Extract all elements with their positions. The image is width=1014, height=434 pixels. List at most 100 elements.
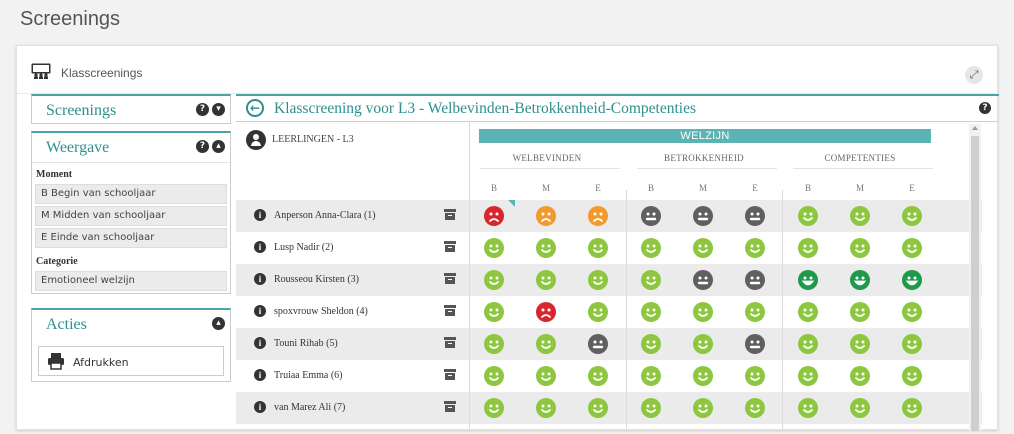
screenings-panel-header[interactable]: Screenings ? ▾ xyxy=(32,96,230,126)
categorie-option[interactable]: Emotioneel welzijn xyxy=(35,271,227,291)
happy-face-icon[interactable] xyxy=(641,398,661,418)
back-arrow-icon[interactable]: ← xyxy=(246,99,264,117)
happy-face-icon[interactable] xyxy=(588,238,608,258)
neutral-face-icon[interactable] xyxy=(745,334,765,354)
happy-face-icon[interactable] xyxy=(798,366,818,386)
happy-face-icon[interactable] xyxy=(798,238,818,258)
print-button[interactable]: Afdrukken xyxy=(38,346,224,376)
happy-face-icon[interactable] xyxy=(745,238,765,258)
happy-face-icon[interactable] xyxy=(693,398,713,418)
happy-face-icon[interactable] xyxy=(850,206,870,226)
happy-face-icon[interactable] xyxy=(693,366,713,386)
weergave-panel-header[interactable]: Weergave ? ▴ xyxy=(32,133,230,163)
moment-option-midden[interactable]: M Midden van schooljaar xyxy=(35,206,227,226)
neutral-face-icon[interactable] xyxy=(745,206,765,226)
happy-face-icon[interactable] xyxy=(484,302,504,322)
happy-face-icon[interactable] xyxy=(641,366,661,386)
happy-face-icon[interactable] xyxy=(745,398,765,418)
happy-face-icon[interactable] xyxy=(536,334,556,354)
happy-face-icon[interactable] xyxy=(588,366,608,386)
archive-icon[interactable] xyxy=(444,401,456,412)
neutral-face-icon[interactable] xyxy=(588,334,608,354)
happy-face-icon[interactable] xyxy=(536,270,556,290)
neutral-face-icon[interactable] xyxy=(693,270,713,290)
info-icon[interactable]: i xyxy=(254,209,266,221)
happy-face-icon[interactable] xyxy=(588,398,608,418)
help-icon[interactable]: ? xyxy=(979,102,991,114)
expand-icon[interactable]: ⤢ xyxy=(965,66,983,84)
chevron-up-icon[interactable]: ▴ xyxy=(212,140,225,153)
category-underline xyxy=(637,168,777,169)
happy-face-icon[interactable] xyxy=(536,398,556,418)
archive-icon[interactable] xyxy=(444,369,456,380)
happy-face-icon[interactable] xyxy=(745,302,765,322)
moment-option-begin[interactable]: B Begin van schooljaar xyxy=(35,184,227,204)
neutral-face-icon[interactable] xyxy=(693,206,713,226)
happy-face-icon[interactable] xyxy=(745,366,765,386)
happy-face-icon[interactable] xyxy=(902,238,922,258)
info-icon[interactable]: i xyxy=(254,241,266,253)
happy-face-icon[interactable] xyxy=(588,270,608,290)
info-icon[interactable]: i xyxy=(254,337,266,349)
happy-face-icon[interactable] xyxy=(693,334,713,354)
archive-icon[interactable] xyxy=(444,305,456,316)
happy-face-icon[interactable] xyxy=(902,398,922,418)
happy-face-icon[interactable] xyxy=(850,334,870,354)
happy-face-icon[interactable] xyxy=(641,270,661,290)
main-title: Klasscreening voor L3 - Welbevinden-Betr… xyxy=(274,100,697,117)
scrollbar-thumb[interactable] xyxy=(971,136,979,431)
sad-face-icon[interactable] xyxy=(588,206,608,226)
archive-icon[interactable] xyxy=(444,337,456,348)
scroll-up-arrow-icon[interactable] xyxy=(972,126,978,130)
main-header: ← Klasscreening voor L3 - Welbevinden-Be… xyxy=(236,94,999,122)
moment-option-einde[interactable]: E Einde van schooljaar xyxy=(35,228,227,248)
archive-icon[interactable] xyxy=(444,241,456,252)
chevron-up-icon[interactable]: ▴ xyxy=(212,317,225,330)
happy-face-icon[interactable] xyxy=(693,302,713,322)
info-icon[interactable]: i xyxy=(254,369,266,381)
happy-face-icon[interactable] xyxy=(902,334,922,354)
happy-face-icon[interactable] xyxy=(641,334,661,354)
happy-face-icon[interactable] xyxy=(798,302,818,322)
very-happy-face-icon[interactable] xyxy=(850,270,870,290)
happy-face-icon[interactable] xyxy=(850,366,870,386)
archive-icon[interactable] xyxy=(444,209,456,220)
info-icon[interactable]: i xyxy=(254,401,266,413)
sad-face-icon[interactable] xyxy=(536,302,556,322)
sad-face-icon[interactable] xyxy=(536,206,556,226)
acties-panel-header[interactable]: Acties ▴ xyxy=(32,310,230,340)
happy-face-icon[interactable] xyxy=(902,206,922,226)
sad-face-icon[interactable] xyxy=(484,206,504,226)
help-icon[interactable]: ? xyxy=(196,140,209,153)
happy-face-icon[interactable] xyxy=(536,238,556,258)
happy-face-icon[interactable] xyxy=(850,238,870,258)
happy-face-icon[interactable] xyxy=(641,238,661,258)
happy-face-icon[interactable] xyxy=(798,206,818,226)
neutral-face-icon[interactable] xyxy=(641,206,661,226)
happy-face-icon[interactable] xyxy=(902,366,922,386)
info-icon[interactable]: i xyxy=(254,273,266,285)
vertical-scrollbar[interactable] xyxy=(969,124,981,431)
happy-face-icon[interactable] xyxy=(850,302,870,322)
archive-icon[interactable] xyxy=(444,273,456,284)
happy-face-icon[interactable] xyxy=(641,302,661,322)
happy-face-icon[interactable] xyxy=(588,302,608,322)
happy-face-icon[interactable] xyxy=(484,270,504,290)
happy-face-icon[interactable] xyxy=(850,398,870,418)
happy-face-icon[interactable] xyxy=(536,366,556,386)
very-happy-face-icon[interactable] xyxy=(798,270,818,290)
happy-face-icon[interactable] xyxy=(484,334,504,354)
happy-face-icon[interactable] xyxy=(798,334,818,354)
happy-face-icon[interactable] xyxy=(484,366,504,386)
student-row: i Anperson Anna-Clara (1) xyxy=(236,200,982,232)
happy-face-icon[interactable] xyxy=(484,238,504,258)
neutral-face-icon[interactable] xyxy=(745,270,765,290)
happy-face-icon[interactable] xyxy=(902,302,922,322)
chevron-down-icon[interactable]: ▾ xyxy=(212,103,225,116)
happy-face-icon[interactable] xyxy=(484,398,504,418)
help-icon[interactable]: ? xyxy=(196,103,209,116)
very-happy-face-icon[interactable] xyxy=(902,270,922,290)
happy-face-icon[interactable] xyxy=(798,398,818,418)
happy-face-icon[interactable] xyxy=(693,238,713,258)
info-icon[interactable]: i xyxy=(254,305,266,317)
